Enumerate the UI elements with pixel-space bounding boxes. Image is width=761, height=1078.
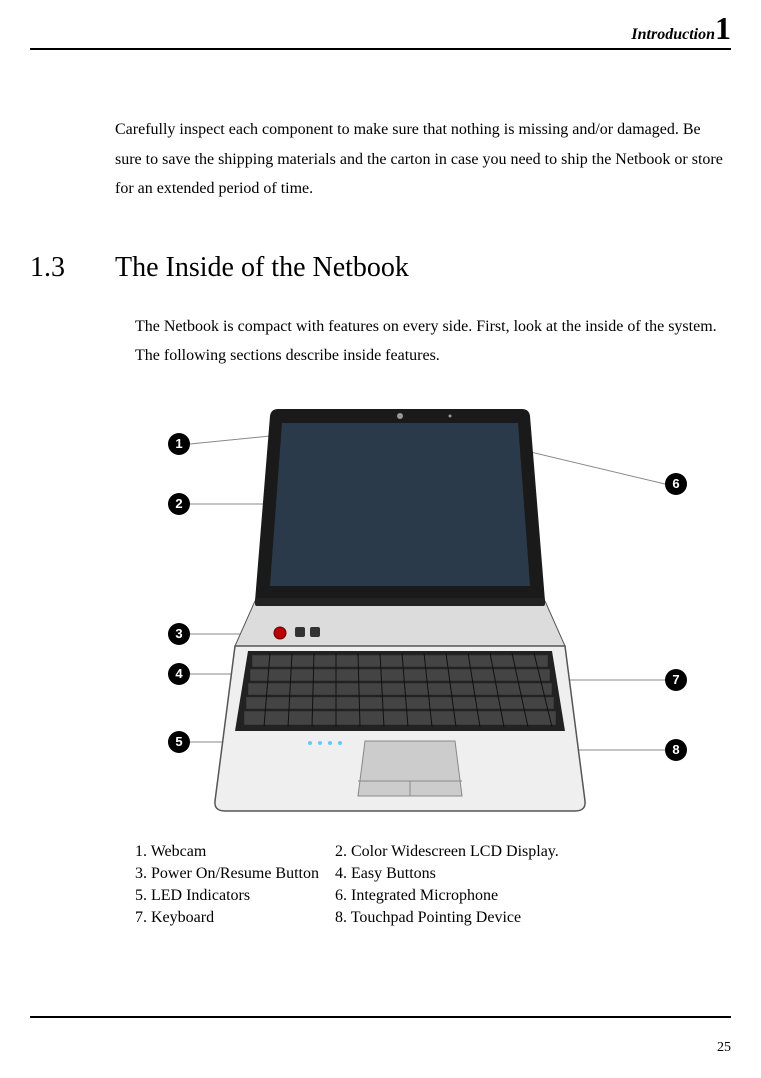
legend-item-5: 5. LED Indicators	[135, 887, 335, 905]
callout-7-num: 7	[672, 672, 679, 687]
callout-8: 8	[665, 739, 687, 761]
section-heading: 1.3 The Inside of the Netbook	[115, 252, 731, 284]
running-header: Introduction1	[0, 0, 761, 51]
callout-1: 1	[168, 433, 190, 455]
page-number: 25	[717, 1040, 731, 1056]
callout-5: 5	[168, 731, 190, 753]
callout-2: 2	[168, 493, 190, 515]
chapter-number: 1	[715, 10, 731, 47]
legend-item-2: 2. Color Widescreen LCD Display.	[335, 843, 595, 861]
legend-item-8: 8. Touchpad Pointing Device	[335, 909, 595, 927]
page: Introduction1 Carefully inspect each com…	[0, 0, 761, 1078]
legend-item-1: 1. Webcam	[135, 843, 335, 861]
callout-4: 4	[168, 663, 190, 685]
callout-4-num: 4	[175, 666, 182, 681]
legend-item-7: 7. Keyboard	[135, 909, 335, 927]
header-rule	[30, 48, 731, 50]
callout-5-num: 5	[175, 734, 182, 749]
section-paragraph: The Netbook is compact with features on …	[135, 312, 731, 371]
content-area: Carefully inspect each component to make…	[115, 115, 731, 927]
legend: 1. Webcam 2. Color Widescreen LCD Displa…	[135, 843, 731, 927]
section-number: 1.3	[30, 252, 65, 284]
callout-2-num: 2	[175, 496, 182, 511]
callout-6-num: 6	[672, 476, 679, 491]
callout-8-num: 8	[672, 742, 679, 757]
callout-7: 7	[665, 669, 687, 691]
legend-item-6: 6. Integrated Microphone	[335, 887, 595, 905]
netbook-diagram: 1 2 3 4 5 6 7 8	[160, 401, 690, 821]
legend-item-3: 3. Power On/Resume Button	[135, 865, 335, 883]
chapter-label: Introduction	[631, 26, 715, 43]
legend-item-4: 4. Easy Buttons	[335, 865, 595, 883]
callout-3-num: 3	[175, 626, 182, 641]
intro-paragraph: Carefully inspect each component to make…	[115, 115, 731, 204]
netbook-svg	[160, 401, 690, 821]
section-title: The Inside of the Netbook	[115, 252, 409, 283]
callout-1-num: 1	[175, 436, 182, 451]
callout-6: 6	[665, 473, 687, 495]
footer-rule	[30, 1016, 731, 1018]
callout-3: 3	[168, 623, 190, 645]
